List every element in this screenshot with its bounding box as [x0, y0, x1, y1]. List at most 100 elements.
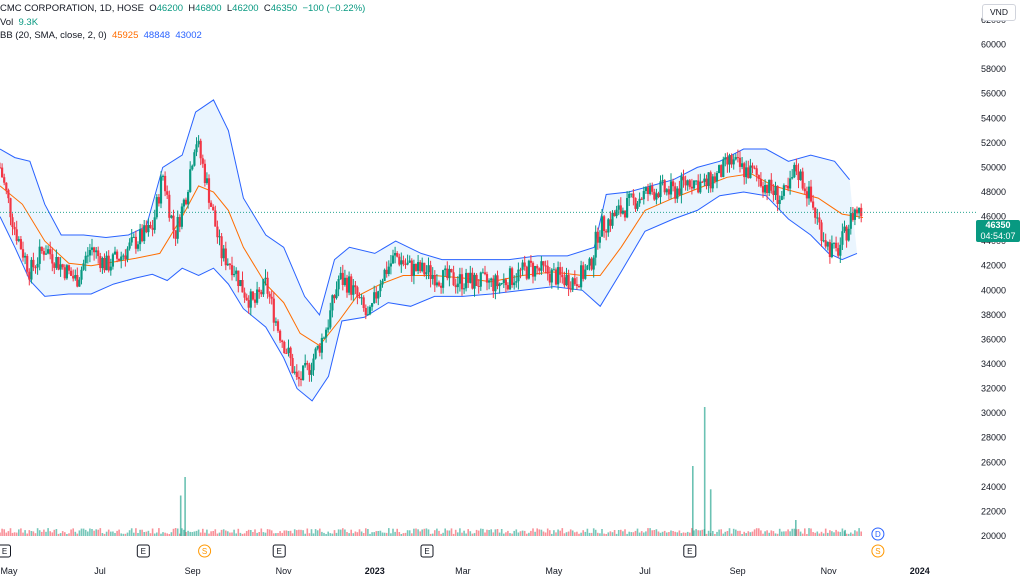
x-tick-label: Nov: [821, 566, 838, 576]
candle-body: [561, 274, 564, 278]
candle-body: [283, 342, 286, 353]
volume-bar: [473, 533, 476, 536]
x-tick-label: May: [545, 566, 563, 576]
candle-body: [621, 210, 624, 214]
candle-body: [812, 201, 815, 208]
candle-body: [690, 186, 693, 189]
currency-button[interactable]: VND: [982, 4, 1016, 21]
earnings-marker-label: E: [277, 547, 282, 556]
volume-bar: [565, 532, 568, 536]
volume-bar: [657, 531, 660, 536]
candle-body: [496, 275, 499, 287]
candle-body: [544, 265, 547, 267]
legend-volume-row[interactable]: Vol 9.3K: [0, 16, 365, 30]
volume-bar: [753, 529, 756, 536]
earnings-marker-label: E: [687, 547, 692, 556]
candle-body: [784, 185, 788, 187]
volume-bar: [210, 531, 212, 536]
volume-bar: [511, 533, 513, 536]
candle-body: [193, 152, 196, 166]
candle-body: [293, 371, 296, 373]
volume-bar: [421, 529, 423, 536]
candle-body: [402, 260, 405, 264]
candle-body: [354, 285, 357, 288]
volume-bar: [365, 528, 367, 536]
candle-body: [316, 345, 319, 349]
candle-body: [276, 321, 280, 331]
candle-body: [299, 378, 303, 380]
candle-body: [343, 277, 346, 285]
candle-body: [220, 236, 223, 259]
low-label: L: [226, 3, 233, 14]
candle-body: [419, 262, 422, 272]
volume-bar: [189, 531, 191, 536]
volume-bar: [220, 529, 223, 536]
candle-body: [149, 225, 152, 228]
volume-bar: [804, 528, 806, 536]
volume-bar: [18, 529, 20, 536]
candle-body: [364, 308, 367, 316]
volume-bar: [128, 530, 131, 536]
volume-bar: [686, 531, 689, 536]
candle-body: [851, 213, 854, 220]
candle-body: [617, 205, 620, 210]
volume-value: 9.3K: [18, 16, 39, 28]
volume-bar: [266, 529, 269, 536]
volume-bar: [758, 528, 760, 536]
volume-bar: [145, 531, 148, 536]
volume-bar: [314, 529, 317, 536]
volume-bar: [5, 532, 8, 536]
volume-bar: [605, 534, 607, 536]
candle-body: [444, 268, 447, 271]
volume-bar: [829, 530, 831, 536]
volume-bar: [425, 528, 428, 536]
volume-bar: [174, 528, 177, 536]
symbol-title[interactable]: CMC CORPORATION, 1D, HOSE: [0, 3, 144, 14]
candle-body: [159, 176, 163, 204]
candle-body: [830, 243, 833, 257]
candle-body: [686, 180, 689, 186]
candle-body: [573, 278, 576, 285]
candle-body: [559, 267, 562, 275]
volume-bar: [3, 529, 5, 536]
candle-body: [768, 179, 771, 193]
volume-bar: [714, 534, 716, 536]
candle-body: [289, 347, 292, 359]
legend-bb-row[interactable]: BB (20, SMA, close, 2, 0) 45925 48848 43…: [0, 29, 365, 43]
earnings-marker: [0, 544, 11, 558]
candle-body: [642, 191, 645, 200]
candle-body: [153, 217, 156, 230]
candle-body: [76, 275, 79, 287]
candle-body: [761, 186, 765, 193]
volume-bar: [835, 529, 837, 536]
volume-bar: [712, 531, 714, 536]
volume-bar: [133, 532, 135, 536]
volume-bar: [354, 531, 357, 536]
candle-body: [577, 286, 581, 288]
volume-bar: [97, 529, 99, 536]
candle-body: [358, 297, 361, 298]
volume-bar: [179, 533, 181, 536]
volume-bar: [521, 530, 524, 536]
volume-spike: [709, 489, 712, 536]
volume-bar: [563, 533, 566, 536]
volume-bar: [620, 529, 622, 536]
volume-bar: [553, 530, 555, 536]
candle-body: [676, 188, 679, 199]
volume-bar: [390, 533, 392, 536]
candle-body: [195, 144, 198, 153]
candle-body: [508, 268, 512, 290]
candle-body: [331, 295, 334, 311]
candle-body: [214, 210, 217, 227]
volume-bar: [820, 531, 823, 536]
volume-bar: [492, 532, 495, 536]
volume-bar: [415, 528, 417, 536]
candle-body: [730, 155, 733, 165]
volume-bar: [653, 530, 656, 536]
candle-body: [603, 216, 606, 231]
volume-bar: [523, 530, 526, 536]
volume-bar: [64, 532, 66, 536]
candle-body: [306, 363, 309, 365]
